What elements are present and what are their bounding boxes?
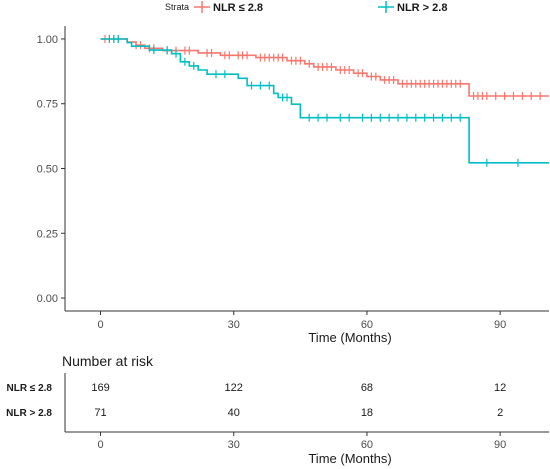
risk-count: 122	[225, 382, 243, 394]
risk-x-tick-label: 30	[228, 439, 240, 451]
risk-table-title: Number at risk	[62, 353, 154, 369]
legend: Strata NLR ≤ 2.8 NLR > 2.8	[165, 1, 447, 14]
x-tick-label: 30	[228, 319, 240, 331]
x-tick-label: 90	[494, 319, 506, 331]
legend-title: Strata	[165, 2, 189, 12]
y-tick-label: 1.00	[37, 34, 58, 46]
risk-count: 18	[361, 407, 373, 419]
risk-count: 68	[361, 382, 373, 394]
risk-table: Number at risk NLR ≤ 2.8 NLR > 2.8 169 12…	[6, 353, 549, 466]
risk-count: 71	[94, 407, 106, 419]
risk-x-tick-label: 0	[97, 439, 103, 451]
y-tick-label: 0.50	[37, 164, 58, 176]
risk-count: 2	[497, 407, 503, 419]
survival-curve-high-nlr	[100, 38, 549, 164]
y-axis-ticks: 0.00 0.25 0.50 0.75 1.00	[37, 34, 65, 305]
risk-x-tick-label: 60	[361, 439, 373, 451]
risk-count: 40	[228, 407, 240, 419]
risk-row-label-low-nlr: NLR ≤ 2.8	[7, 383, 53, 394]
x-tick-label: 0	[97, 319, 103, 331]
survival-curves	[100, 34, 549, 167]
plot-area: 0.00 0.25 0.50 0.75 1.00 0 30 60 90 Time (Month…	[37, 26, 549, 345]
x-axis-title: Time (Months)	[308, 330, 391, 345]
risk-x-axis-title: Time (Months)	[308, 451, 391, 466]
risk-x-axis-ticks: 0 30 60 90	[97, 432, 506, 451]
risk-x-tick-label: 90	[494, 439, 506, 451]
x-axis-ticks: 0 30 60 90	[97, 311, 506, 331]
legend-label-low-nlr: NLR ≤ 2.8	[213, 2, 263, 14]
legend-label-high-nlr: NLR > 2.8	[397, 2, 447, 14]
risk-count: 12	[494, 382, 506, 394]
risk-count: 169	[91, 382, 109, 394]
risk-row-label-high-nlr: NLR > 2.8	[6, 408, 52, 419]
y-tick-label: 0.75	[37, 99, 58, 111]
y-tick-label: 0.25	[37, 228, 58, 240]
y-tick-label: 0.00	[37, 293, 58, 305]
x-tick-label: 60	[361, 319, 373, 331]
risk-table-cells: 169 122 68 12 71 40 18 2	[91, 382, 506, 419]
survival-curve-low-nlr	[100, 38, 549, 97]
